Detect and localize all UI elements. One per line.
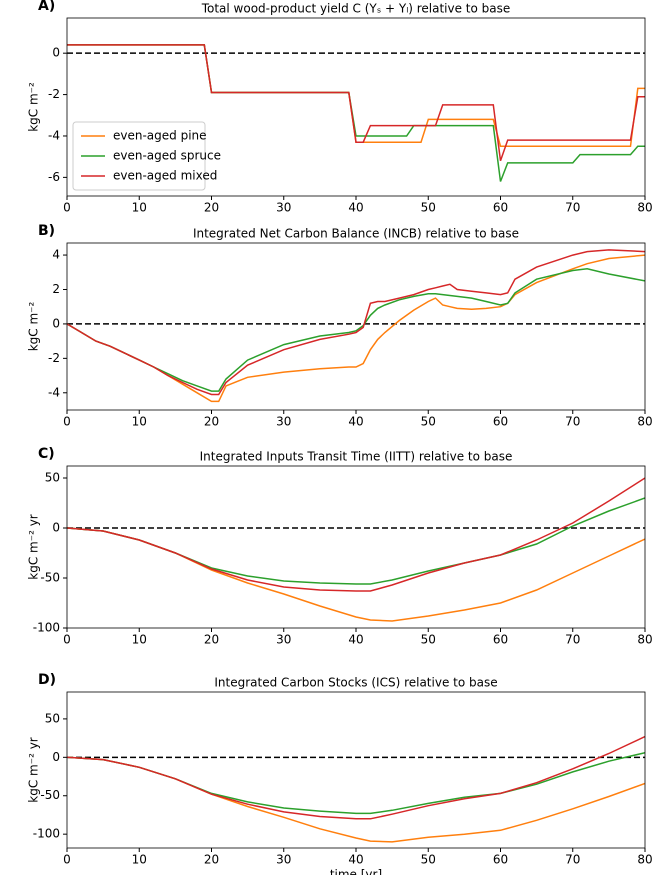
x-tick-label: 10 bbox=[132, 853, 147, 867]
series-line bbox=[67, 268, 645, 392]
plot-frame bbox=[66, 691, 646, 849]
panel-label: D) bbox=[38, 672, 56, 688]
panel-label: A) bbox=[38, 0, 55, 14]
x-tick-label: 30 bbox=[276, 633, 291, 647]
series-line bbox=[67, 249, 645, 396]
x-tick-label: 80 bbox=[637, 201, 652, 215]
panel: D) Integrated Carbon Stocks (ICS) relativ… bbox=[27, 672, 653, 875]
x-tick-label: 40 bbox=[348, 415, 363, 429]
panel: A) Total wood-product yield C (Yₛ + Yₗ) r… bbox=[27, 0, 653, 215]
y-tick-label: -50 bbox=[40, 571, 60, 585]
x-tick-label: 70 bbox=[565, 415, 580, 429]
y-tick-label: -100 bbox=[33, 621, 60, 635]
series-line bbox=[67, 756, 645, 843]
x-tick-label: 0 bbox=[63, 201, 71, 215]
plot-frame bbox=[66, 17, 646, 197]
x-tick-label: 50 bbox=[421, 853, 436, 867]
x-tick-label: 0 bbox=[63, 633, 71, 647]
x-tick-label: 0 bbox=[63, 853, 71, 867]
x-tick-label: 10 bbox=[132, 415, 147, 429]
x-tick-label: 20 bbox=[204, 853, 219, 867]
legend-box bbox=[72, 121, 206, 191]
x-tick-label: 30 bbox=[276, 415, 291, 429]
y-tick-label: -100 bbox=[33, 827, 60, 841]
x-tick-label: 60 bbox=[493, 853, 508, 867]
x-tick-label: 80 bbox=[637, 633, 652, 647]
panel-title: Total wood-product yield C (Yₛ + Yₗ) rel… bbox=[201, 2, 511, 16]
x-tick-label: 20 bbox=[204, 201, 219, 215]
y-tick-label: 50 bbox=[45, 471, 60, 485]
x-tick-label: 40 bbox=[348, 633, 363, 647]
x-tick-label: 40 bbox=[348, 201, 363, 215]
x-tick-label: 30 bbox=[276, 853, 291, 867]
series-line bbox=[67, 527, 645, 622]
panel-title: Integrated Inputs Transit Time (IITT) re… bbox=[200, 450, 513, 464]
y-axis-label: kgC m⁻² yr bbox=[27, 737, 41, 803]
x-tick-label: 50 bbox=[421, 415, 436, 429]
y-axis-label: kgC m⁻² yr bbox=[27, 514, 41, 580]
panel-label: B) bbox=[38, 223, 55, 239]
y-tick-label: -2 bbox=[48, 351, 60, 365]
y-tick-label: 2 bbox=[52, 282, 60, 296]
panel: C) Integrated Inputs Transit Time (IITT) … bbox=[27, 446, 653, 647]
x-tick-label: 10 bbox=[132, 201, 147, 215]
y-tick-label: -2 bbox=[48, 87, 60, 101]
x-tick-label: 20 bbox=[204, 415, 219, 429]
y-axis-label: kgC m⁻² bbox=[27, 82, 41, 132]
x-axis-label: time [yr] bbox=[330, 868, 382, 875]
legend-label: even-aged pine bbox=[113, 129, 207, 143]
y-tick-label: -4 bbox=[48, 128, 60, 142]
legend-label: even-aged mixed bbox=[113, 169, 217, 183]
x-tick-label: 60 bbox=[493, 201, 508, 215]
series-line bbox=[67, 44, 645, 162]
y-tick-label: 0 bbox=[52, 750, 60, 764]
x-tick-label: 50 bbox=[421, 201, 436, 215]
x-tick-label: 60 bbox=[493, 415, 508, 429]
series-line bbox=[67, 735, 645, 820]
x-tick-label: 20 bbox=[204, 633, 219, 647]
y-tick-label: -6 bbox=[48, 170, 60, 184]
x-tick-label: 80 bbox=[637, 853, 652, 867]
panel: B) Integrated Net Carbon Balance (INCB) r… bbox=[27, 223, 653, 429]
plot-frame bbox=[66, 242, 646, 411]
x-tick-label: 10 bbox=[132, 633, 147, 647]
y-tick-label: -50 bbox=[40, 788, 60, 802]
x-tick-label: 0 bbox=[63, 415, 71, 429]
series-line bbox=[67, 254, 645, 403]
x-tick-label: 70 bbox=[565, 201, 580, 215]
y-tick-label: 0 bbox=[52, 46, 60, 60]
series-line bbox=[67, 751, 645, 815]
x-tick-label: 70 bbox=[565, 853, 580, 867]
x-tick-label: 70 bbox=[565, 633, 580, 647]
y-tick-label: 50 bbox=[45, 711, 60, 725]
legend-label: even-aged spruce bbox=[113, 149, 221, 163]
x-tick-label: 30 bbox=[276, 201, 291, 215]
y-tick-label: -4 bbox=[48, 385, 60, 399]
x-tick-label: 60 bbox=[493, 633, 508, 647]
x-tick-label: 40 bbox=[348, 853, 363, 867]
series-line bbox=[67, 477, 645, 592]
y-tick-label: 4 bbox=[52, 248, 60, 262]
y-tick-label: 0 bbox=[52, 521, 60, 535]
panel-title: Integrated Net Carbon Balance (INCB) rel… bbox=[193, 227, 519, 241]
y-axis-label: kgC m⁻² bbox=[27, 302, 41, 352]
x-tick-label: 80 bbox=[637, 415, 652, 429]
x-tick-label: 50 bbox=[421, 633, 436, 647]
series-line bbox=[67, 497, 645, 585]
panel-label: C) bbox=[38, 446, 55, 462]
plot-frame bbox=[66, 465, 646, 629]
y-tick-label: 0 bbox=[52, 316, 60, 330]
panel-title: Integrated Carbon Stocks (ICS) relative … bbox=[214, 676, 497, 690]
